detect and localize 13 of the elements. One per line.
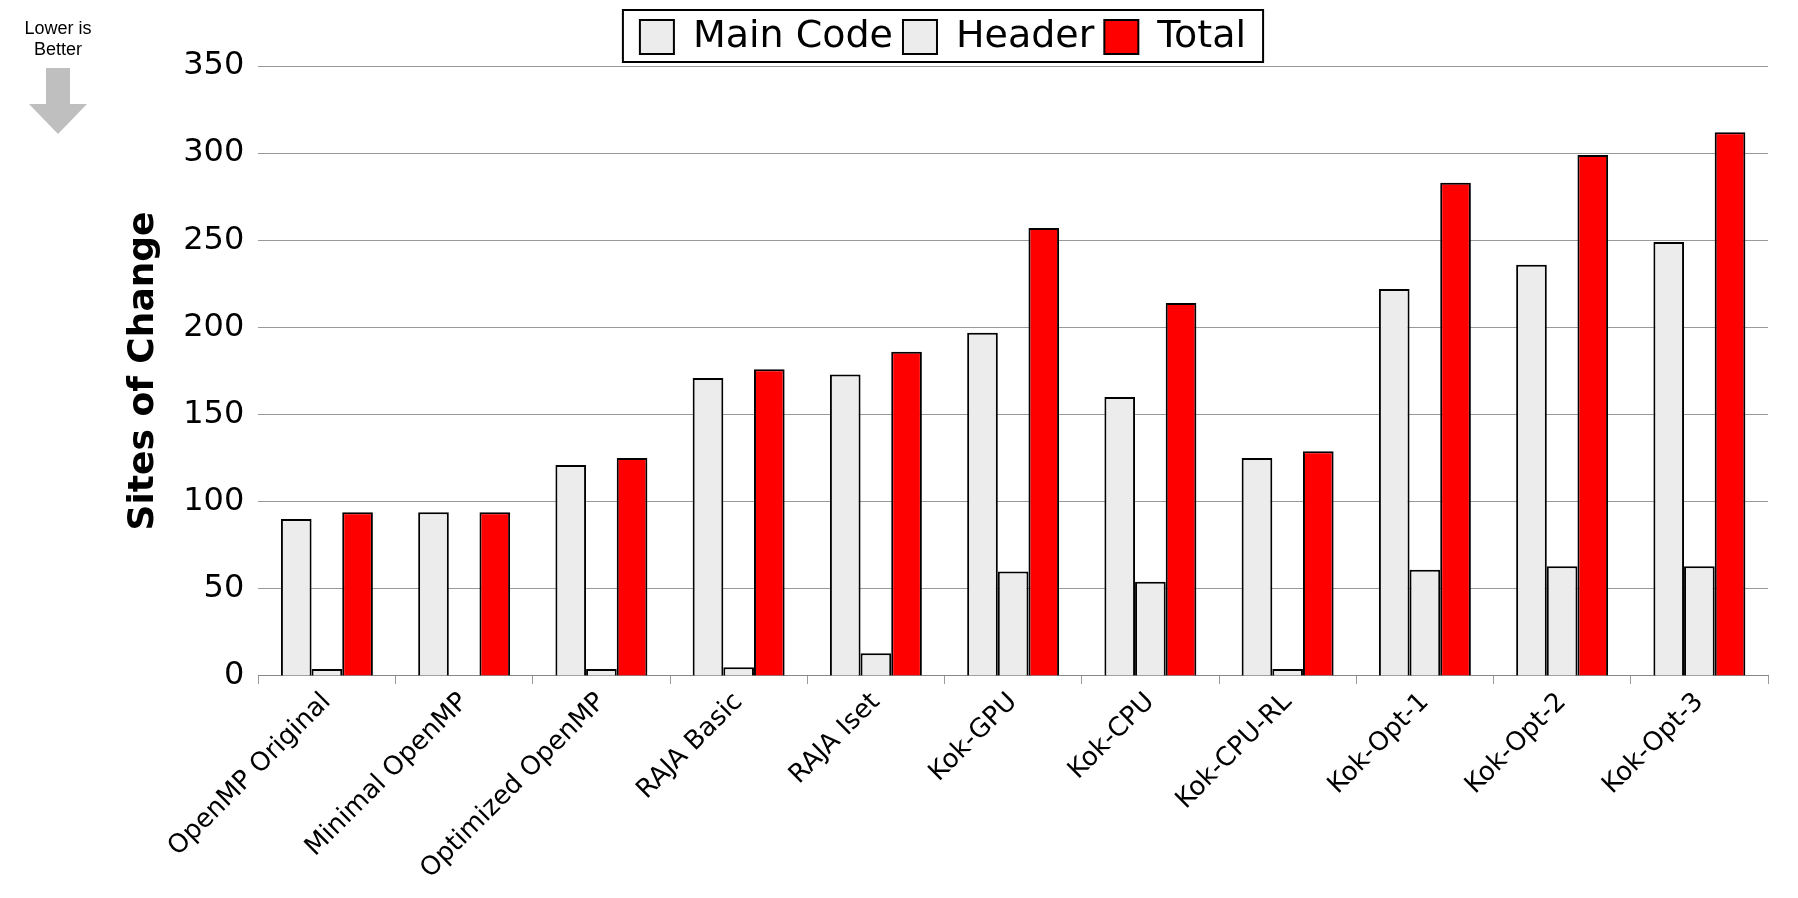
y-tick-label: 300 bbox=[183, 131, 245, 170]
legend-label: Total bbox=[1156, 11, 1247, 56]
legend-label: Header bbox=[955, 11, 1095, 56]
y-axis-title: Sites of Change bbox=[119, 211, 161, 531]
y-tick-label: 0 bbox=[223, 654, 245, 693]
legend-label: Main Code bbox=[692, 11, 893, 56]
y-tick-label: 50 bbox=[203, 567, 245, 606]
y-tick-label: 250 bbox=[183, 218, 245, 257]
y-tick-label: 350 bbox=[183, 44, 245, 83]
y-tick-label: 100 bbox=[183, 479, 245, 518]
y-tick-label: 200 bbox=[183, 305, 245, 344]
y-tick-label: 150 bbox=[183, 392, 245, 431]
text: Lower is Better bbox=[23, 18, 93, 60]
